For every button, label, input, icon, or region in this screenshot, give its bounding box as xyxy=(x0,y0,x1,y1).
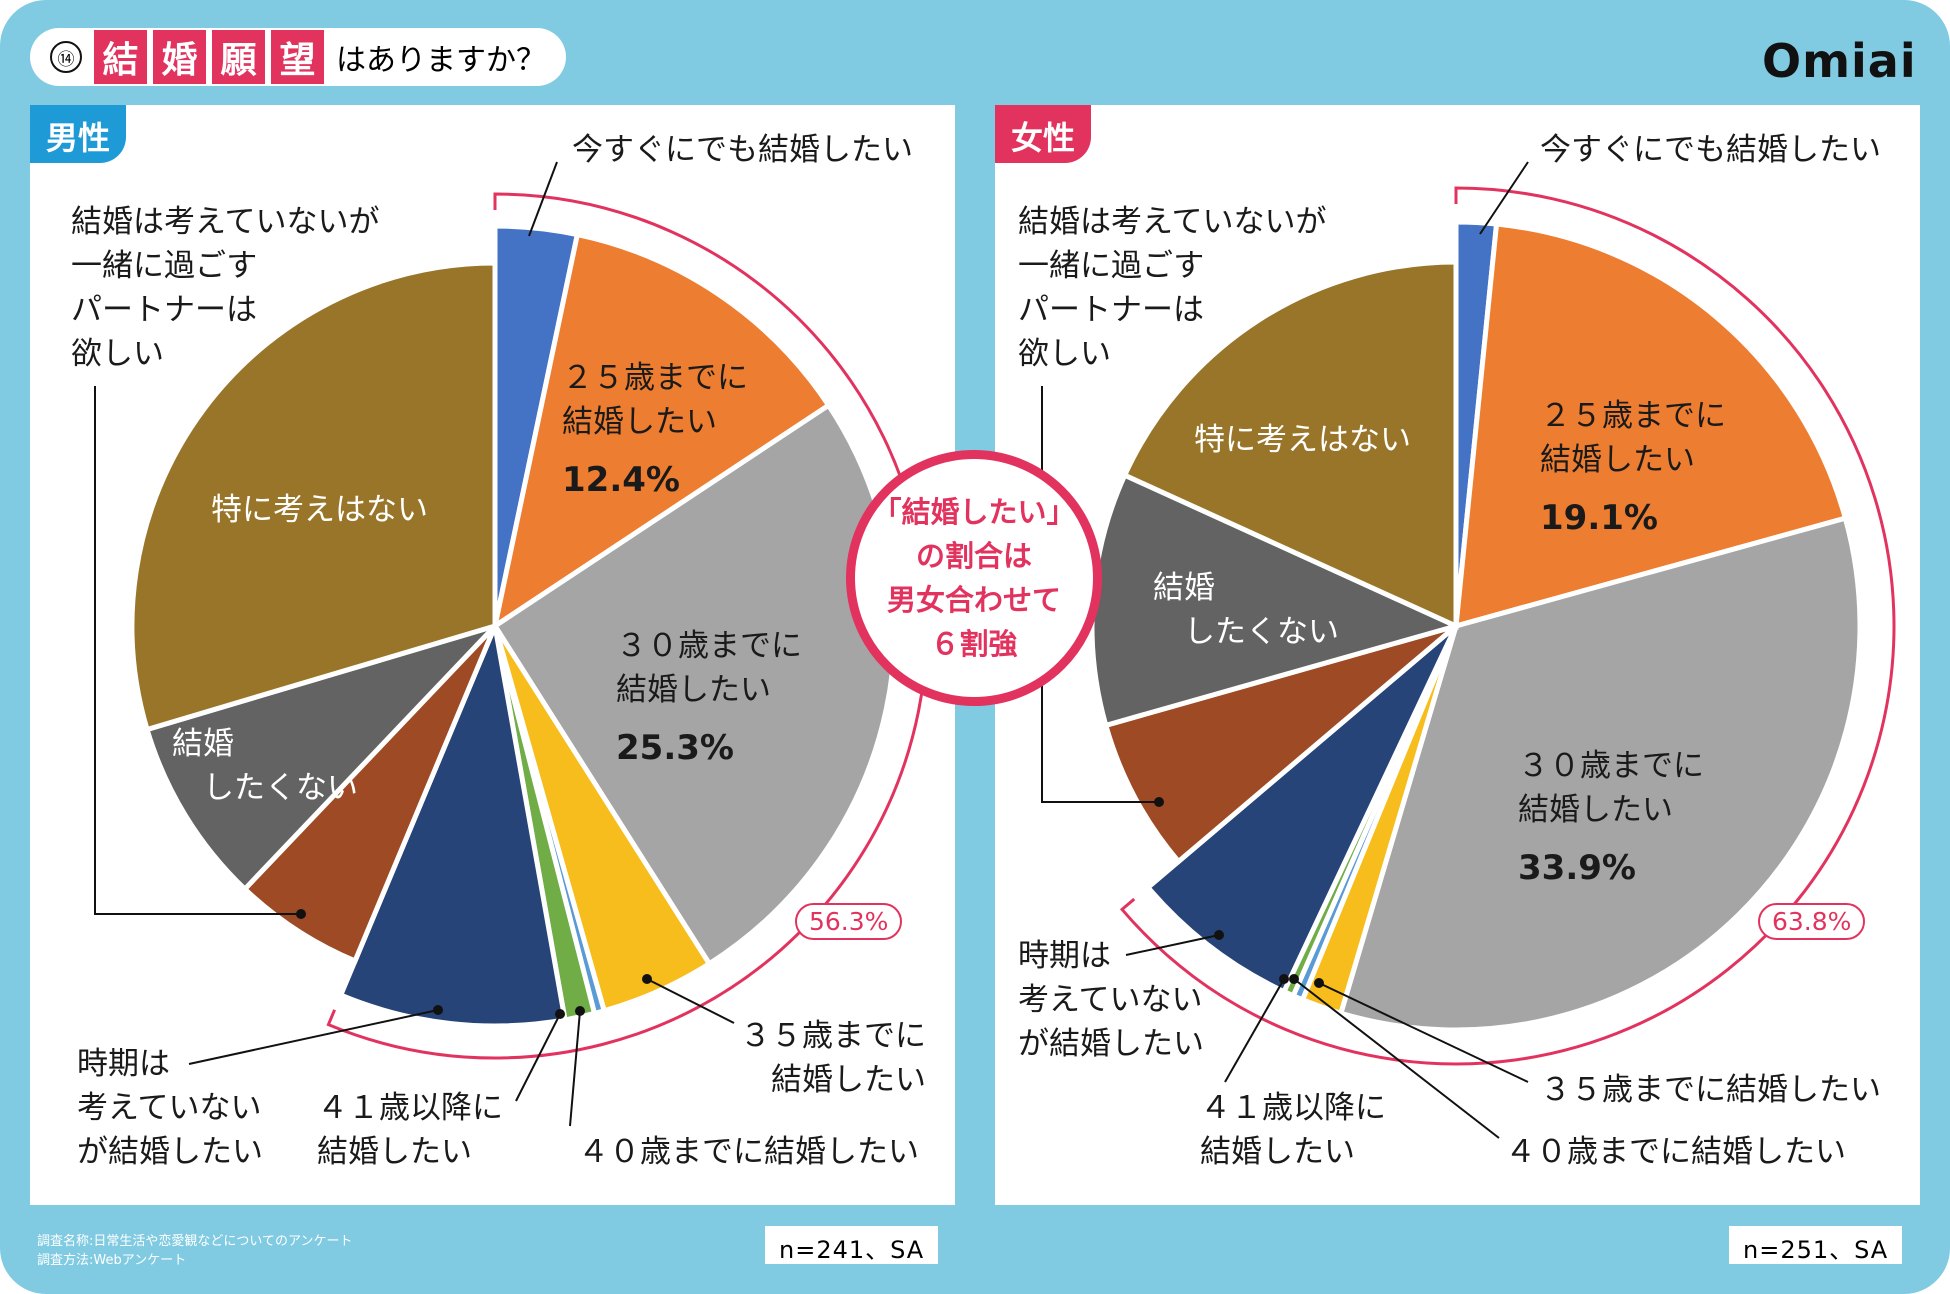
pie-slice-no xyxy=(143,620,504,893)
label-m-partner: 結婚は考えていないが 一緒に過ごす パートナーは 欲しい xyxy=(71,204,380,372)
survey-method: 調査方法:Webアンケート xyxy=(37,1253,187,1268)
title-kanji: 願 xyxy=(212,30,265,84)
callout-line: ６割強 xyxy=(930,627,1018,661)
pie-slice-by30 xyxy=(491,401,898,968)
label-m-after41: ４１歳以降に 結婚したい xyxy=(317,1090,503,1170)
label-f-no: 結婚 したくない xyxy=(1153,570,1339,650)
question-number: ⑭ xyxy=(50,41,82,73)
label-f-by30: ３０歳までに 結婚したい xyxy=(1518,748,1704,828)
label-f-by35: ３５歳までに結婚したい xyxy=(1540,1072,1881,1108)
pie-slice-by25 xyxy=(491,231,833,632)
bracket-pct-male: 56.3% xyxy=(795,903,903,940)
label-m-no: 結婚 したくない xyxy=(172,726,358,806)
title-kanji: 結 xyxy=(94,30,147,84)
leader-m-anytime xyxy=(188,1009,439,1065)
label-m-now: 今すぐにでも結婚したい xyxy=(572,132,913,168)
title-kanji: 望 xyxy=(271,30,324,84)
label-f-none: 特に考えはない xyxy=(1194,422,1411,458)
label-m-none: 特に考えはない xyxy=(211,492,428,528)
omiai-logo: Omiai xyxy=(1762,34,1917,88)
want-bracket xyxy=(326,192,929,1060)
label-m-by25: ２５歳までに 結婚したい xyxy=(562,360,748,440)
pct-m-by25: 12.4% xyxy=(562,460,680,500)
label-m-anytime: 時期は 考えていない が結婚したい xyxy=(77,1046,263,1170)
leader-m-after41 xyxy=(515,1013,561,1102)
pie-slice-anytime xyxy=(1144,624,1459,995)
center-callout: 「結婚したい」 の割合は 男女合わせて ６割強 xyxy=(846,450,1102,706)
pie-slice-by30 xyxy=(1337,515,1863,1033)
label-m-by30: ３０歳までに 結婚したい xyxy=(616,628,802,708)
pie-slice-by25 xyxy=(1453,221,1849,630)
pct-f-by30: 33.9% xyxy=(1518,848,1636,888)
want-bracket xyxy=(1119,186,1896,1066)
callout-line: 男女合わせて xyxy=(886,583,1061,617)
leader-f-by35 xyxy=(1318,982,1529,1083)
leader-f-anytime xyxy=(1125,934,1220,956)
pct-f-by25: 19.1% xyxy=(1540,498,1658,538)
leader-m-by40 xyxy=(569,1010,581,1127)
survey-name: 調査名称:日常生活や恋愛観などについてのアンケート xyxy=(37,1234,353,1249)
callout-line: 「結婚したい」 xyxy=(872,495,1076,529)
callout-line: の割合は xyxy=(915,539,1032,573)
title-kanji: 婚 xyxy=(153,30,206,84)
pie-slice-partner xyxy=(241,624,498,965)
label-f-anytime: 時期は 考えていない が結婚したい xyxy=(1018,938,1204,1062)
pie-slice-none xyxy=(129,260,498,733)
label-f-after41: ４１歳以降に 結婚したい xyxy=(1200,1090,1386,1170)
label-m-by35: ３５歳までに 結婚したい xyxy=(740,1018,926,1098)
n-label-male: n=241、SA xyxy=(765,1226,939,1264)
pct-m-by30: 25.3% xyxy=(616,728,734,768)
pie-slice-partner xyxy=(1102,623,1458,866)
label-f-by25: ２５歳までに 結婚したい xyxy=(1540,398,1726,478)
leader-m-partner xyxy=(94,386,301,915)
female-tag: 女性 xyxy=(995,105,1092,163)
title-question: はありますか？ xyxy=(336,43,546,78)
label-m-by40: ４０歳までに結婚したい xyxy=(578,1134,919,1170)
leader-f-after41 xyxy=(1224,978,1285,1083)
label-f-by40: ４０歳までに結婚したい xyxy=(1505,1134,1846,1170)
leader-m-now xyxy=(528,161,558,237)
leader-f-by40 xyxy=(1293,978,1500,1139)
leader-f-now xyxy=(1479,161,1529,235)
label-f-partner: 結婚は考えていないが 一緒に過ごす パートナーは 欲しい xyxy=(1018,204,1327,372)
leader-dots xyxy=(296,797,1324,1019)
bracket-pct-female: 63.8% xyxy=(1758,903,1866,940)
pie-slice-anytime xyxy=(337,617,568,1029)
n-label-female: n=251、SA xyxy=(1729,1226,1903,1264)
title-pill: ⑭ 結 婚 願 望 はありますか？ xyxy=(30,28,566,86)
male-tag: 男性 xyxy=(30,105,127,163)
pie-slice-none xyxy=(1121,259,1459,630)
label-f-now: 今すぐにでも結婚したい xyxy=(1540,132,1881,168)
leader-m-by35 xyxy=(646,978,735,1024)
